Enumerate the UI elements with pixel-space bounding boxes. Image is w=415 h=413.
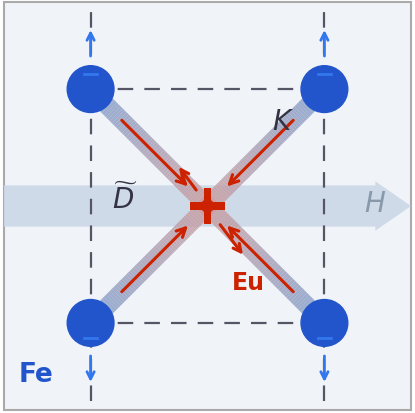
Text: $\widetilde{D}$: $\widetilde{D}$ [112, 183, 138, 214]
FancyBboxPatch shape [208, 203, 220, 210]
Text: Fe: Fe [18, 361, 53, 387]
Text: $H$: $H$ [364, 190, 386, 218]
Circle shape [67, 66, 114, 113]
Circle shape [301, 66, 348, 113]
FancyBboxPatch shape [4, 3, 411, 410]
Circle shape [301, 300, 348, 347]
Circle shape [67, 300, 114, 347]
FancyBboxPatch shape [190, 203, 225, 210]
Text: Eu: Eu [232, 270, 265, 294]
FancyBboxPatch shape [204, 206, 211, 220]
Text: $K$: $K$ [272, 107, 294, 135]
FancyBboxPatch shape [195, 203, 208, 210]
FancyArrow shape [4, 182, 411, 231]
FancyBboxPatch shape [204, 189, 211, 224]
Circle shape [201, 200, 214, 213]
FancyBboxPatch shape [204, 193, 211, 206]
